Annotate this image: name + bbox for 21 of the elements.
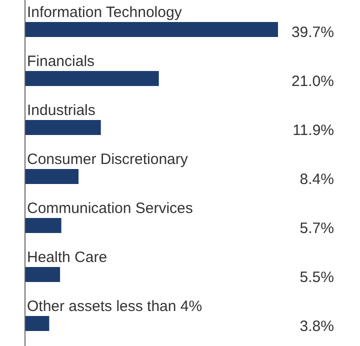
bar (25, 71, 159, 86)
y-tick-label: Industrials (27, 102, 96, 119)
bar (25, 218, 62, 233)
y-tick-label: Information Technology (27, 4, 182, 21)
data-label: 5.7% (300, 220, 334, 237)
bar (25, 120, 101, 135)
bar (25, 316, 50, 331)
y-tick-label: Communication Services (27, 200, 193, 217)
data-label: 21.0% (291, 73, 334, 90)
data-label: 3.8% (300, 318, 334, 335)
data-label: 8.4% (300, 171, 334, 188)
data-label: 11.9% (292, 122, 334, 139)
y-tick-label: Other assets less than 4% (27, 298, 202, 315)
y-tick-label: Financials (27, 53, 95, 70)
y-tick-label: Consumer Discretionary (27, 151, 188, 168)
bar (25, 22, 278, 37)
bar (25, 169, 79, 184)
bar (25, 267, 60, 282)
data-label: 5.5% (300, 269, 334, 286)
y-tick-label: Health Care (27, 249, 108, 266)
data-label: 39.7% (291, 24, 334, 41)
